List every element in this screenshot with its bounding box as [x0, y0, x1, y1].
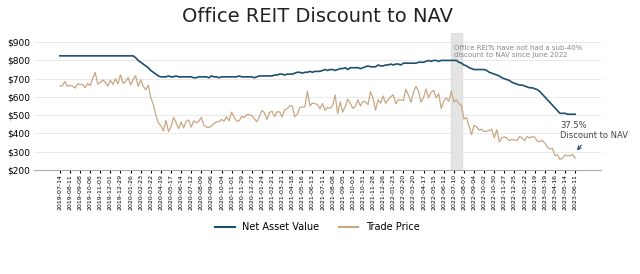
Legend: Net Asset Value, Trade Price: Net Asset Value, Trade Price	[211, 218, 424, 236]
Text: Office REITs have not had a sub-40%
discount to NAV since June 2022: Office REITs have not had a sub-40% disc…	[454, 45, 582, 58]
Bar	[451, 33, 462, 170]
Title: Office REIT Discount to NAV: Office REIT Discount to NAV	[182, 7, 453, 26]
Text: 37.5%
Discount to NAV: 37.5% Discount to NAV	[560, 121, 628, 149]
